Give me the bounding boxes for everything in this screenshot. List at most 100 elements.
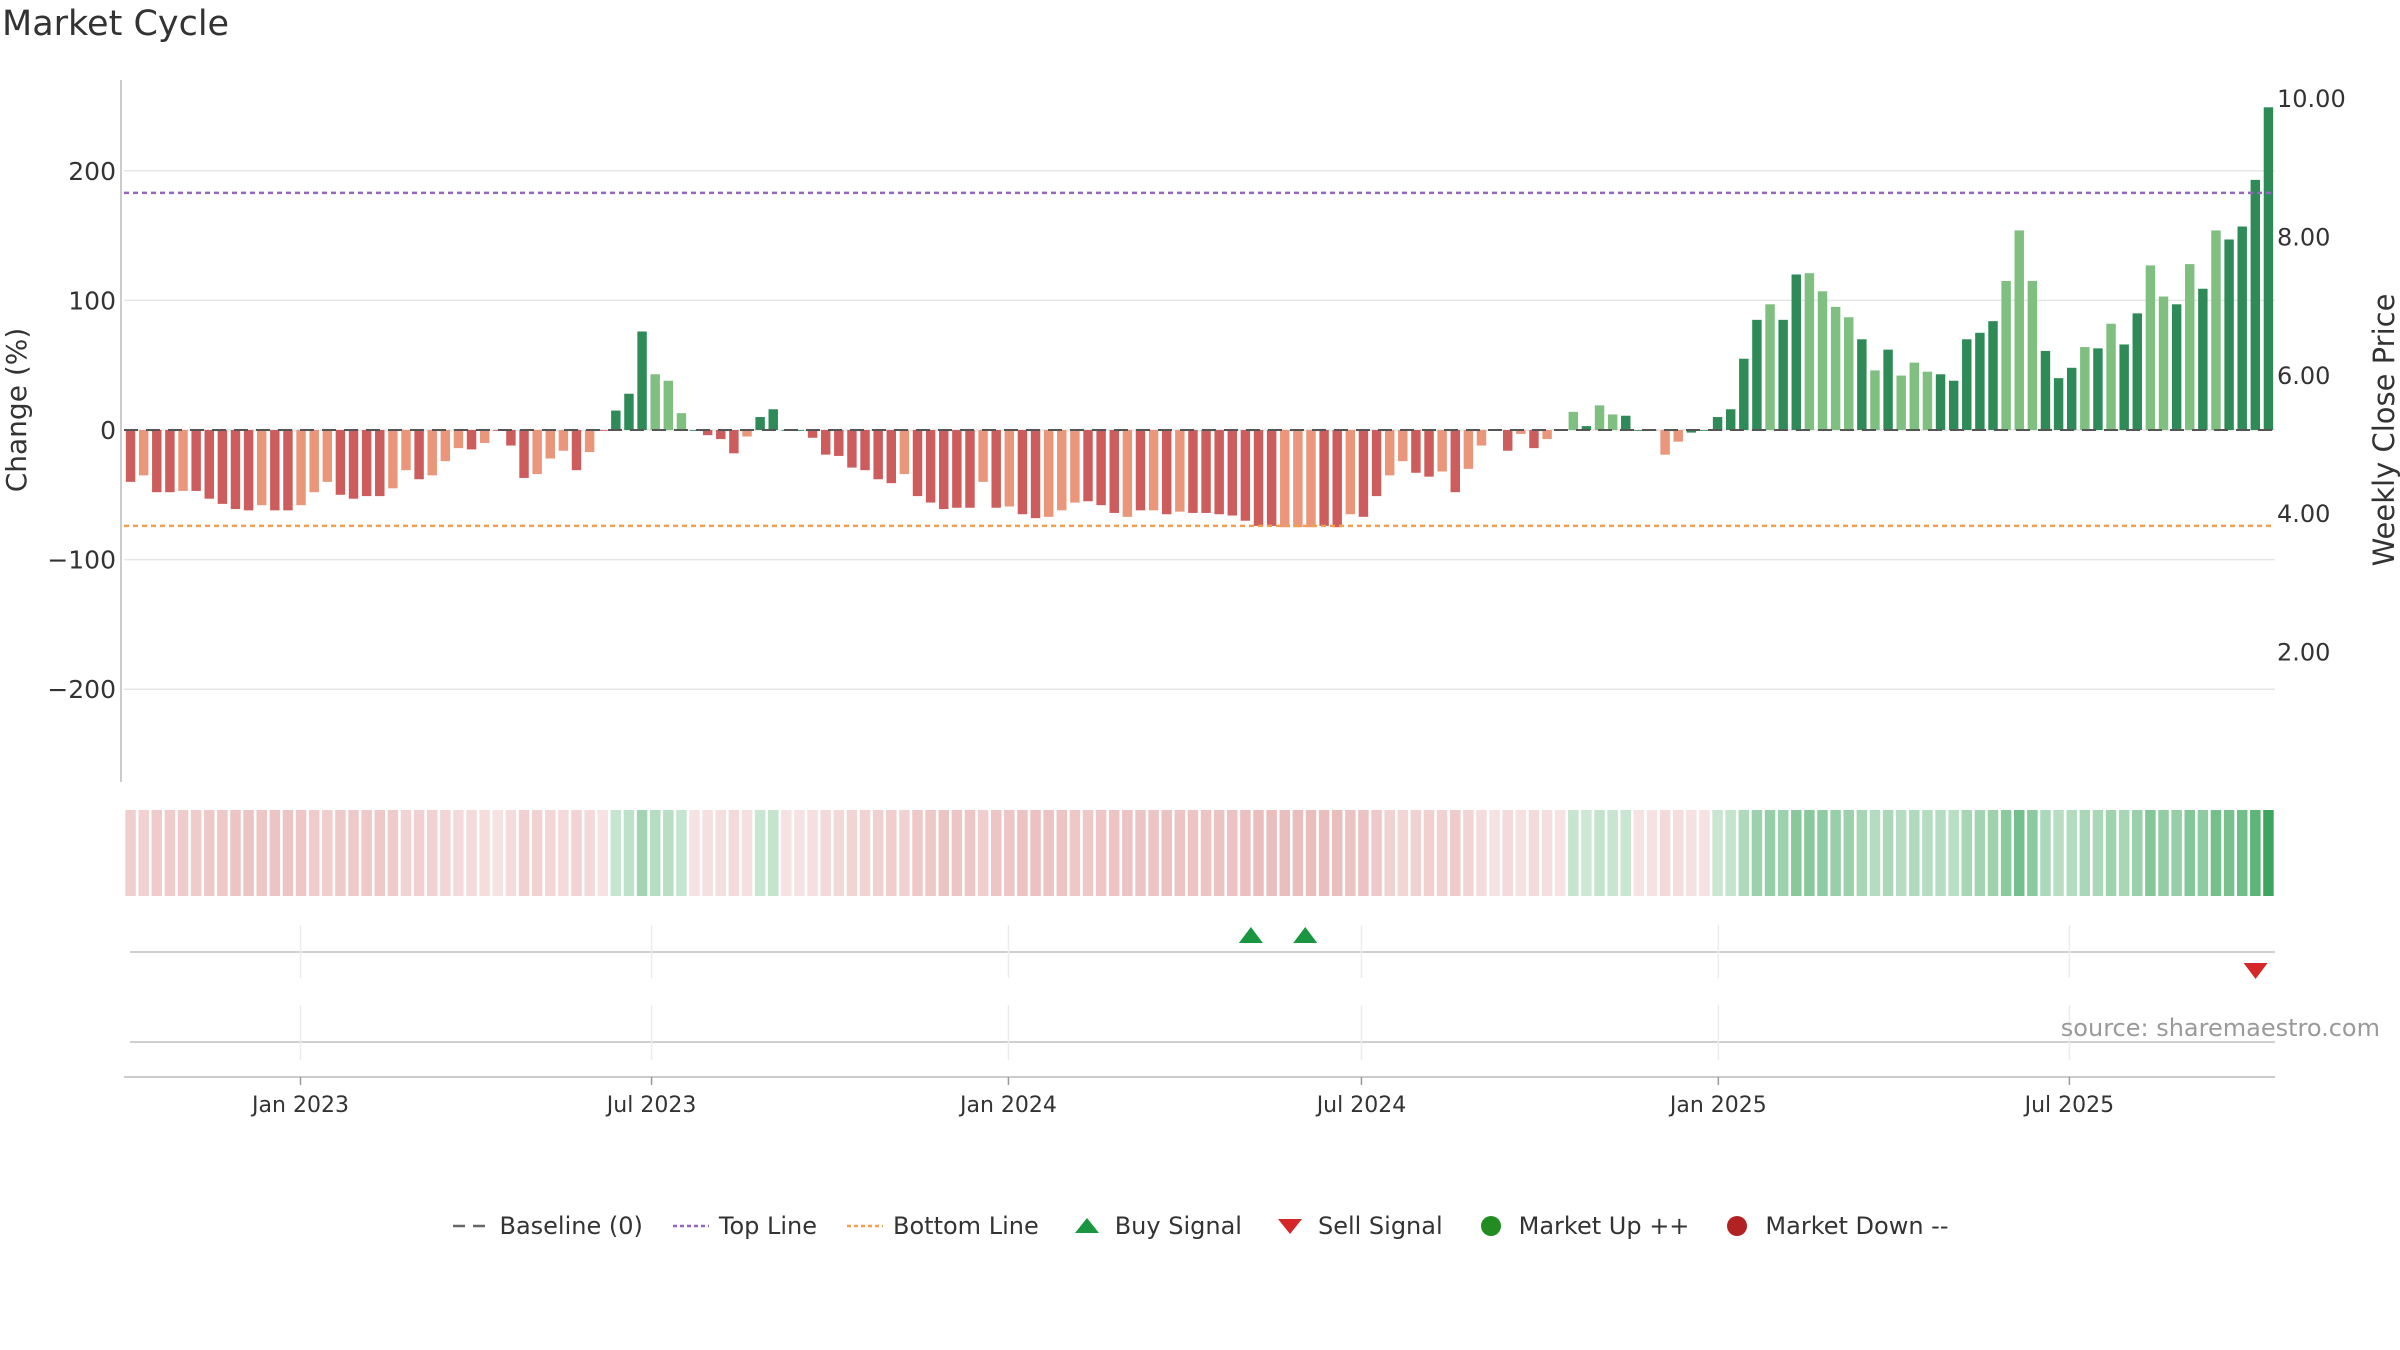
bar [1057,430,1067,511]
bar [1017,430,1028,515]
x-tick-label: Jul 2024 [1315,1093,1407,1118]
bar [1712,417,1723,430]
bar [873,430,883,480]
heat-cell [623,810,635,896]
heat-cell [676,810,687,896]
bar [1253,430,1264,526]
bar [1948,380,1959,430]
secondary-y-axis-label: Weekly Close Price [2367,294,2400,567]
heat-cell [1476,810,1487,896]
bar [807,430,818,438]
bar [1516,430,1526,434]
bar [1043,430,1054,517]
legend-circle [1727,1216,1748,1236]
bar [1542,430,1552,440]
heat-cell [1699,810,1710,896]
heat-cell [1725,810,1736,896]
heat-cell [1935,810,1946,896]
bar [2040,350,2051,430]
bar [1765,304,1775,430]
bar [361,430,372,497]
bar [401,430,411,471]
heat-cell [1502,810,1513,896]
heat-cell [2210,810,2222,896]
bar [1148,430,1159,511]
bar [322,430,333,482]
bar [1686,430,1697,433]
heat-cell [400,810,412,896]
heat-cell [794,810,805,896]
bar [165,430,175,493]
y2-tick-label: 10.00 [2277,85,2346,113]
heat-cell [1187,810,1199,896]
heat-cell [1266,810,1277,896]
legend-label: Buy Signal [1114,1212,1242,1240]
legend-triangle [1277,1219,1302,1234]
heat-cell [1358,810,1369,896]
heat-cell [2184,810,2195,896]
bar [1804,273,1815,430]
heat-cell [243,810,254,896]
heat-cell [2263,810,2274,896]
axes-layer: 200 100 0 −100 −200 10.00 8.00 6.00 4.00 2.00 [47,80,2346,782]
legend-label: Market Down -- [1765,1212,1949,1240]
heat-cell [2250,810,2261,896]
heat-cell [492,810,504,896]
heat-cell [2158,810,2169,896]
bar [1030,430,1041,519]
y-tick-label: −200 [47,675,116,704]
bar [978,430,988,482]
bar [1529,430,1539,449]
chart-title: Market Cycle [2,4,230,44]
bar [2053,378,2064,430]
x-tick-label: Jan 2025 [1668,1093,1767,1118]
heat-cell [597,810,608,896]
bar [1935,374,1946,430]
heat-cell [335,810,346,896]
bar [886,430,896,484]
heat-cell [125,810,136,896]
heat-cell [1909,810,1920,896]
heat-cell [1751,810,1763,896]
heat-cell [1633,810,1645,896]
bar [2106,323,2116,430]
bar [414,430,424,480]
bar [152,430,162,493]
heat-cell [1397,810,1409,896]
bar [991,430,1001,508]
bar [716,430,726,440]
bar [375,430,385,497]
heat-cell [610,810,622,896]
heat-cell [2171,810,2182,896]
heat-cell [1122,810,1133,896]
heat-cell [977,810,989,896]
heat-cell [1069,810,1081,896]
x-tick-label: Jul 2025 [2023,1093,2115,1118]
bar [2185,264,2195,430]
heat-cell [230,810,241,896]
heat-cell [912,810,923,896]
bar [1070,430,1080,503]
heat-cell [1410,810,1422,896]
bar [2250,179,2261,430]
legend-symbol [847,1224,884,1228]
bar [427,430,437,476]
heat-cell [2027,810,2038,896]
heat-cell [663,810,674,896]
heat-cell [1791,810,1802,896]
heat-strip [125,810,2274,896]
heat-cell [689,810,700,896]
legend-label: Market Up ++ [1518,1212,1690,1240]
heat-cell [951,810,963,896]
bar [834,430,844,456]
bar [1280,430,1290,528]
bar [1083,430,1093,502]
bars-layer [125,107,2274,528]
heat-cell [1030,810,1041,896]
bar [1817,291,1828,430]
heat-cell [2236,810,2248,896]
heat-cell [217,810,228,896]
heat-cell [1305,810,1317,896]
bar [2027,280,2038,430]
bar [270,430,280,511]
